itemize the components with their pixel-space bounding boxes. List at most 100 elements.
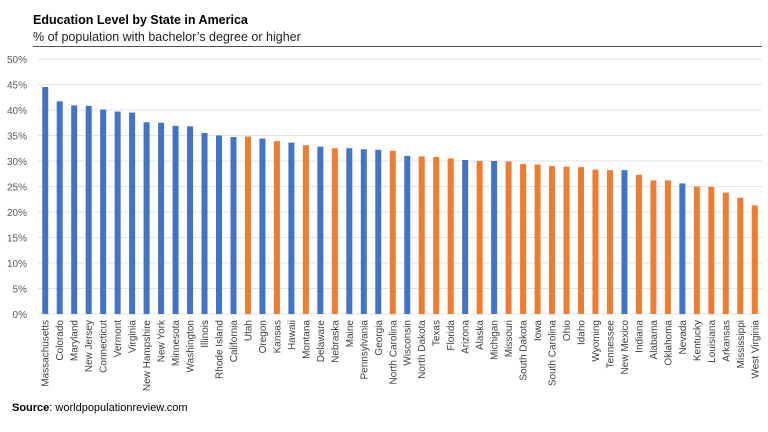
x-tick-label: Alaska (475, 320, 486, 350)
bar (71, 105, 78, 314)
bar (404, 155, 411, 314)
x-tick-label: Kansas (272, 320, 283, 353)
x-tick-label: Ohio (562, 320, 573, 342)
x-tick-label: South Dakota (519, 320, 530, 381)
x-tick-label: Texas (432, 320, 443, 346)
x-tick-label: Virginia (128, 320, 139, 354)
bar (187, 126, 194, 314)
bar (606, 170, 613, 314)
bar (288, 142, 295, 314)
bar (447, 158, 454, 314)
x-tick-label: Iowa (533, 320, 544, 342)
x-tick-label: Oklahoma (663, 320, 674, 366)
y-tick-label: 40% (7, 106, 27, 117)
bar (664, 180, 671, 314)
x-tick-label: North Carolina (388, 320, 399, 385)
y-tick-label: 15% (7, 234, 27, 245)
x-tick-label: South Carolina (548, 320, 559, 387)
x-tick-label: Nevada (678, 320, 689, 355)
x-tick-label: Georgia (374, 320, 385, 356)
x-tick-label: Maryland (70, 320, 81, 361)
x-tick-label: Michigan (490, 320, 501, 360)
x-tick-label: New York (157, 319, 168, 362)
x-tick-label: Colorado (55, 320, 66, 361)
bar (751, 205, 758, 314)
x-tick-label: Illinois (200, 320, 211, 348)
bar (592, 169, 599, 314)
bar (621, 170, 628, 314)
bar (693, 186, 700, 314)
x-tick-label: Pennsylvania (359, 320, 370, 380)
x-tick-label: Missouri (504, 320, 515, 357)
bar (679, 183, 686, 314)
bar (462, 159, 469, 314)
bar (418, 156, 425, 314)
bar (563, 166, 570, 314)
y-tick-label: 50% (7, 55, 27, 66)
bar (346, 148, 353, 314)
x-tick-label: Massachusetts (41, 320, 52, 387)
source-label: Source (12, 402, 50, 414)
bar (433, 156, 440, 314)
x-tick-label: Mississippi (736, 320, 747, 368)
y-tick-label: 30% (7, 157, 27, 168)
bar (244, 136, 251, 314)
y-tick-label: 35% (7, 132, 27, 143)
y-tick-label: 5% (13, 285, 28, 296)
x-tick-label: New Mexico (620, 320, 631, 375)
x-tick-label: Idaho (577, 320, 588, 345)
chart-subtitle: % of population with bachelor’s degree o… (33, 30, 301, 44)
bar (172, 125, 179, 314)
x-tick-label: Connecticut (99, 320, 110, 373)
bar (708, 187, 715, 314)
bar (331, 148, 338, 314)
bar (650, 180, 657, 314)
bar (737, 197, 744, 314)
bar (129, 112, 136, 314)
x-tick-label: North Dakota (417, 320, 428, 379)
bar (534, 164, 541, 314)
title-divider (33, 46, 762, 47)
x-tick-label: West Virginia (750, 320, 761, 379)
bar (375, 149, 382, 314)
bar (230, 137, 237, 314)
source-note: Source: worldpopulationreview.com (12, 402, 187, 414)
x-tick-label: Maine (345, 320, 356, 348)
x-tick-label: Utah (243, 320, 254, 341)
x-tick-label: Vermont (113, 320, 124, 357)
x-tick-label: Hawaii (287, 320, 298, 350)
x-tick-label: New Jersey (84, 320, 95, 372)
bar (491, 161, 498, 314)
x-tick-label: Wyoming (591, 320, 602, 362)
bar (273, 141, 280, 314)
x-tick-label: Tennessee (605, 320, 616, 369)
bar (578, 167, 584, 314)
chart-title: Education Level by State in America (33, 13, 248, 27)
bar (143, 122, 150, 315)
bar (85, 105, 92, 314)
bar (520, 164, 527, 314)
x-tick-label: Montana (301, 320, 312, 359)
bar (302, 145, 309, 314)
bar (201, 132, 208, 314)
source-text: : worldpopulationreview.com (49, 402, 188, 414)
bar (722, 192, 729, 314)
bar (505, 161, 512, 314)
bar (389, 150, 396, 314)
bar (549, 166, 556, 314)
bar (56, 101, 63, 314)
x-tick-label: Louisiana (707, 320, 718, 363)
x-tick-label: Arkansas (721, 320, 732, 362)
y-tick-label: 20% (7, 208, 27, 219)
x-tick-label: Kentucky (692, 320, 703, 361)
y-tick-label: 0% (13, 310, 28, 321)
bar (100, 109, 107, 315)
x-tick-label: Wisconsin (403, 320, 414, 366)
bar (635, 174, 642, 314)
bar (360, 149, 367, 314)
bar (317, 146, 324, 314)
bar (114, 111, 121, 314)
bar (476, 161, 483, 314)
